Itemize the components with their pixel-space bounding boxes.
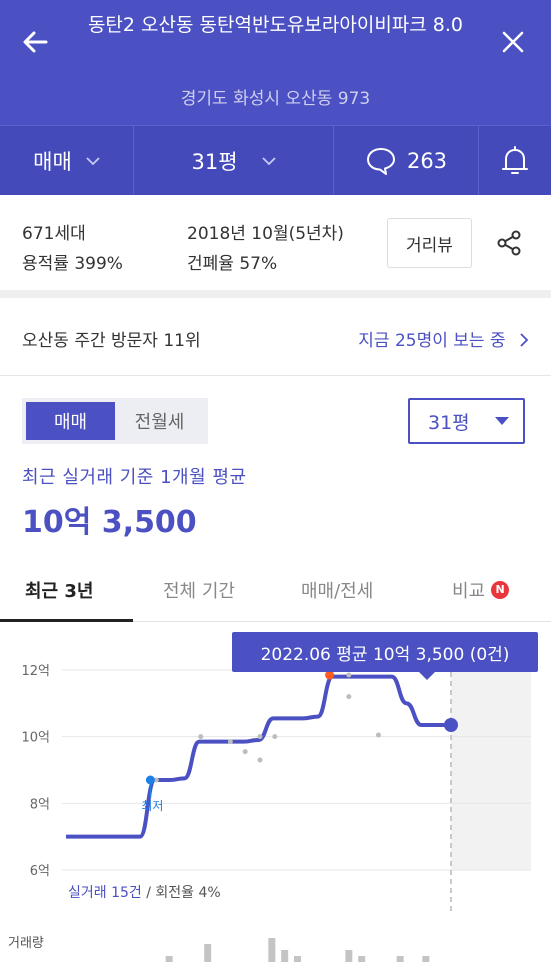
built-year: 2018년 10월(5년차) xyxy=(187,224,344,244)
notification-button[interactable] xyxy=(479,126,551,196)
trade-type-label: 매매 xyxy=(33,150,72,174)
apartment-address: 경기도 화성시 오산동 973 xyxy=(180,89,371,109)
speech-bubble-icon xyxy=(366,148,395,175)
future-region xyxy=(451,660,531,870)
pyeong-select[interactable]: 31평 xyxy=(408,398,525,444)
tab-all-period[interactable]: 전체 기간 xyxy=(163,581,235,602)
close-icon[interactable] xyxy=(495,24,531,60)
comment-count: 263 xyxy=(406,149,448,173)
toggle-sale[interactable]: 매매 xyxy=(26,402,115,440)
current-point xyxy=(444,718,458,732)
viewers-now-link[interactable]: 지금 25명이 보는 중 xyxy=(358,326,529,351)
building-coverage: 건폐율 57% xyxy=(187,254,278,274)
low-marker xyxy=(145,775,155,785)
volume-bar xyxy=(396,956,404,962)
volume-bar xyxy=(345,950,353,962)
y-tick-label: 8억 xyxy=(30,797,50,812)
trade-point xyxy=(198,734,204,740)
pyeong-dropdown[interactable]: 31평 xyxy=(134,126,334,196)
trade-count: 실거래 15건 xyxy=(68,885,142,901)
high-marker xyxy=(325,670,335,680)
volume-bar xyxy=(165,956,173,962)
household-count: 671세대 xyxy=(22,224,86,244)
share-icon[interactable] xyxy=(494,228,524,258)
viewers-now-text: 지금 25명이 보는 중 xyxy=(358,331,506,351)
trade-point xyxy=(272,734,278,740)
street-view-button[interactable]: 거리뷰 xyxy=(387,218,472,268)
volume-bar xyxy=(268,938,276,962)
volume-label: 거래량 xyxy=(8,936,44,951)
tab-sale-jeonse[interactable]: 매매/전세 xyxy=(301,581,374,602)
period-tabs: 최근 3년 전체 기간 매매/전세 비교 N xyxy=(0,558,551,622)
app-header: 동탄2 오산동 동탄역반도유보라아이비파크 8.0 경기도 화성시 오산동 97… xyxy=(0,0,551,125)
back-arrow-icon[interactable] xyxy=(18,24,54,60)
trade-type-toggle: 매매 전월세 xyxy=(22,398,208,444)
filter-bar: 매매 31평 263 xyxy=(0,125,551,196)
volume-bar xyxy=(281,950,289,962)
tooltip-arrow xyxy=(419,672,435,680)
price-line xyxy=(65,674,451,839)
bell-icon xyxy=(502,146,528,174)
trade-point xyxy=(242,749,248,755)
chevron-right-icon xyxy=(520,333,529,347)
new-badge: N xyxy=(491,581,510,599)
chevron-down-icon xyxy=(261,157,276,166)
trade-point xyxy=(257,734,263,740)
apartment-title: 동탄2 오산동 동탄역반도유보라아이비파크 8.0 xyxy=(87,14,464,36)
trade-point xyxy=(346,672,352,678)
volume-bar xyxy=(294,956,301,962)
tab-recent-3y[interactable]: 최근 3년 xyxy=(25,581,94,602)
chevron-down-icon xyxy=(86,157,100,166)
chart-footer: 실거래 15건 / 회전율 4% xyxy=(68,882,221,902)
tab-compare-label: 비교 xyxy=(452,581,486,602)
comments-button[interactable]: 263 xyxy=(334,126,479,196)
y-tick-label: 6억 xyxy=(30,864,50,879)
trade-type-dropdown[interactable]: 매매 xyxy=(0,126,134,196)
average-price: 10억 3,500 xyxy=(22,505,197,540)
trade-point xyxy=(227,739,233,745)
tab-compare[interactable]: 비교 N xyxy=(452,558,510,622)
turnover-rate: / 회전율 4% xyxy=(141,885,221,901)
volume-bar xyxy=(204,944,212,962)
volume-bar xyxy=(422,956,430,962)
toggle-rent[interactable]: 전월세 xyxy=(134,412,185,433)
volume-bar xyxy=(358,956,366,962)
visitor-rank-row: 오산동 주간 방문자 11위 지금 25명이 보는 중 xyxy=(0,298,551,376)
section-divider xyxy=(0,290,551,298)
visitor-rank: 오산동 주간 방문자 11위 xyxy=(22,331,201,351)
y-tick-label: 10억 xyxy=(21,731,50,746)
trade-point xyxy=(257,757,263,763)
chart-tooltip: 2022.06 평균 10억 3,500 (0건) xyxy=(232,632,538,672)
average-label: 최근 실거래 기준 1개월 평균 xyxy=(22,467,247,488)
low-marker-label: 최저 xyxy=(141,799,163,813)
trade-point xyxy=(375,732,381,738)
trade-point xyxy=(346,694,352,700)
active-tab-underline xyxy=(0,619,133,622)
pyeong-label: 31평 xyxy=(191,150,238,174)
floor-area-ratio: 용적률 399% xyxy=(22,254,123,274)
pyeong-select-value: 31평 xyxy=(428,411,470,434)
trade-point xyxy=(153,777,159,783)
dropdown-triangle-icon xyxy=(495,417,509,425)
y-tick-label: 12억 xyxy=(21,664,50,679)
